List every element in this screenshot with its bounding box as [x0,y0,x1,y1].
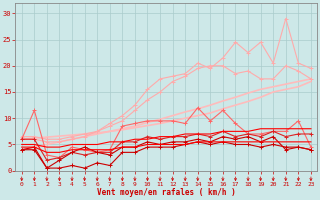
X-axis label: Vent moyen/en rafales ( km/h ): Vent moyen/en rafales ( km/h ) [97,188,236,197]
